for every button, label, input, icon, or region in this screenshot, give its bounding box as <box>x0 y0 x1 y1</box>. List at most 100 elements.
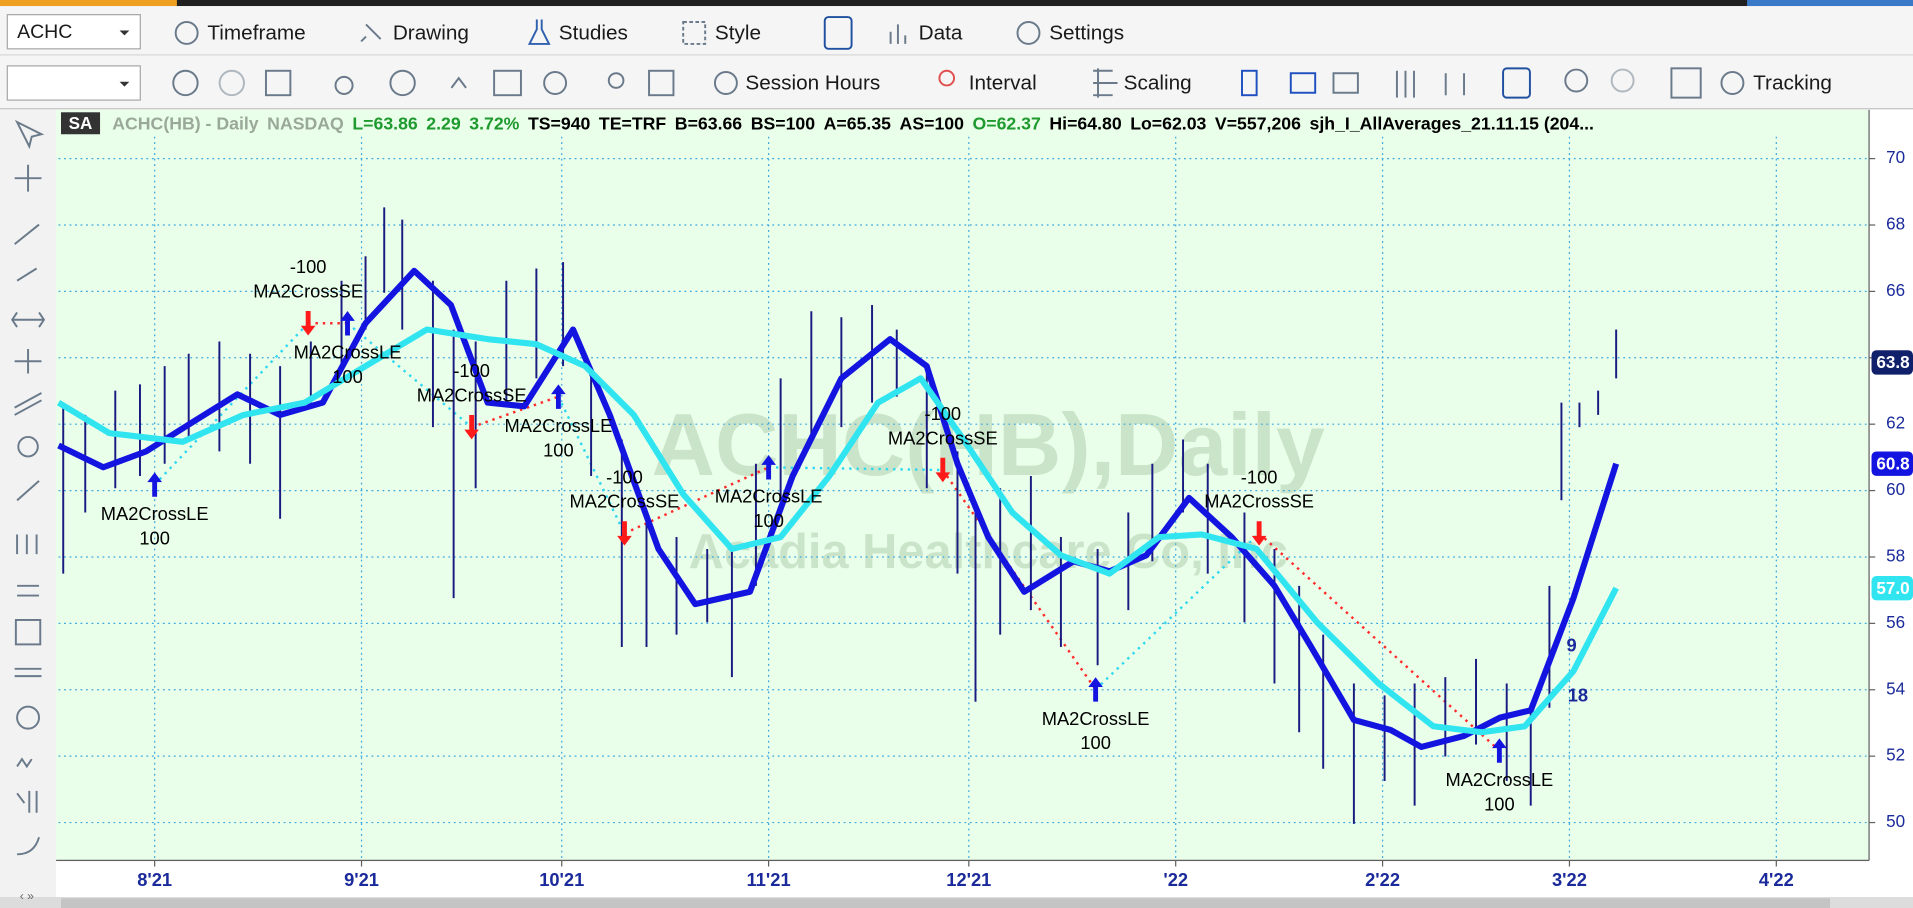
signal-qty: -100 <box>924 403 961 424</box>
signal-qty: 100 <box>139 527 170 548</box>
signal-label: MA2CrossLE <box>1445 769 1553 790</box>
menu[interactable]: Studies <box>559 22 628 45</box>
y-axis-panel <box>1869 109 1913 867</box>
top-accent <box>1747 0 1913 7</box>
icon <box>682 20 707 45</box>
y-tick-label: 68 <box>1886 215 1905 234</box>
header-field: NASDAQ <box>267 113 344 133</box>
signal-arrow <box>1251 521 1267 546</box>
menu[interactable]: Data <box>919 22 963 45</box>
input-box[interactable] <box>6 65 141 101</box>
symbol-box[interactable] <box>6 14 141 50</box>
signal-label: MA2CrossLE <box>1042 708 1150 729</box>
x-tick-label: 9'21 <box>344 869 379 890</box>
menu[interactable]: Style <box>715 22 761 45</box>
trade-line <box>557 396 626 534</box>
signal-qty: -100 <box>606 466 643 487</box>
toolbar-icons <box>172 67 1745 99</box>
signal-qty: 100 <box>1484 793 1515 814</box>
signal-qty: -100 <box>290 256 327 277</box>
header-field: V=557,206 <box>1215 113 1301 133</box>
header-field: BS=100 <box>751 113 816 133</box>
signal-label: MA2CrossLE <box>715 486 823 507</box>
signal-arrow <box>551 384 566 409</box>
signal-qty: -100 <box>453 360 490 381</box>
scroll-arrows: ‹ » <box>20 889 34 903</box>
menu[interactable]: Drawing <box>393 22 469 45</box>
trade-line <box>623 466 770 535</box>
menu[interactable]: Interval <box>969 72 1037 95</box>
icon <box>1016 20 1041 45</box>
header-bar <box>56 109 1870 137</box>
menu[interactable]: Settings <box>1049 22 1124 45</box>
y-tick-label: 56 <box>1886 613 1905 632</box>
icon <box>174 20 199 45</box>
last-value-box <box>1871 575 1913 601</box>
header-field: 3.72% <box>469 113 519 133</box>
signal-label: MA2CrossLE <box>101 503 209 524</box>
last-value-box <box>1871 350 1913 375</box>
x-tick-label: 2'22 <box>1365 869 1400 890</box>
sidebar-icons <box>11 119 46 856</box>
header-field: ACHC(HB) - Daily <box>112 113 259 133</box>
header-field: B=63.66 <box>675 113 743 133</box>
x-tick-label: 8'21 <box>137 869 172 890</box>
icon <box>823 16 853 50</box>
signal-qty: -100 <box>1241 466 1278 487</box>
toolbar <box>0 54 1913 109</box>
signal-qty: 100 <box>753 510 784 531</box>
top-accent <box>0 0 177 7</box>
sidebar <box>0 109 57 908</box>
signal-label: MA2CrossSE <box>570 491 680 512</box>
y-tick-label: 60 <box>1886 480 1905 499</box>
last-value-label: 57.0 <box>1876 579 1909 598</box>
signal-label: MA2CrossSE <box>888 427 998 448</box>
badge <box>61 112 101 135</box>
signal-label: MA2CrossLE <box>294 342 402 363</box>
menu[interactable]: Timeframe <box>207 22 305 45</box>
x-axis-panel <box>56 861 1913 899</box>
last-value-label: 60.8 <box>1876 454 1909 473</box>
header-field: sjh_I_AllAverages_21.11.15 (204... <box>1310 113 1594 133</box>
ma-line <box>57 267 1620 750</box>
signal-arrow <box>935 457 951 483</box>
toolbar <box>0 6 1913 55</box>
header-field: TS=940 <box>528 113 591 133</box>
scroll-thumb[interactable] <box>61 898 1831 908</box>
plot-area <box>56 136 1870 861</box>
trade-line <box>153 322 310 486</box>
top-strip <box>0 0 1913 7</box>
x-tick-label: 3'22 <box>1552 869 1587 890</box>
signal-arrow <box>761 455 776 480</box>
symbol[interactable]: ACHC <box>17 21 72 43</box>
y-tick-label: 50 <box>1886 812 1905 831</box>
menu[interactable]: Tracking <box>1753 72 1832 95</box>
signal-arrow <box>1492 738 1507 763</box>
signal-arrow <box>464 414 479 440</box>
x-tick-label: 11'21 <box>747 869 791 890</box>
header-field: Lo=62.03 <box>1130 113 1206 133</box>
header-field: O=62.37 <box>973 113 1042 133</box>
x-tick-label: '22 <box>1163 869 1188 890</box>
header-field: A=65.35 <box>824 113 892 133</box>
menu[interactable]: Session Hours <box>745 72 880 95</box>
icon <box>889 24 907 44</box>
menu[interactable]: Scaling <box>1124 72 1192 95</box>
series-label: 18 <box>1568 685 1588 706</box>
signal-label: MA2CrossSE <box>1204 491 1314 512</box>
signal-arrow <box>340 311 355 336</box>
header-field: 2.29 <box>426 113 461 133</box>
header-info: ACHC(HB) - Daily NASDAQ L=63.86 2.29 3.72% TS… <box>112 113 1594 133</box>
y-tick-label: 70 <box>1886 148 1905 167</box>
y-tick-label: 62 <box>1886 414 1905 433</box>
header-field: Hi=64.80 <box>1049 113 1121 133</box>
last-value-label: 63.8 <box>1876 353 1909 372</box>
ma-line <box>56 326 1619 736</box>
signal-qty: 100 <box>543 439 574 460</box>
header-field: TE=TRF <box>599 113 666 133</box>
x-tick-label: 4'22 <box>1759 869 1794 890</box>
trade-line <box>346 322 473 429</box>
signal-label: MA2CrossSE <box>417 384 527 405</box>
